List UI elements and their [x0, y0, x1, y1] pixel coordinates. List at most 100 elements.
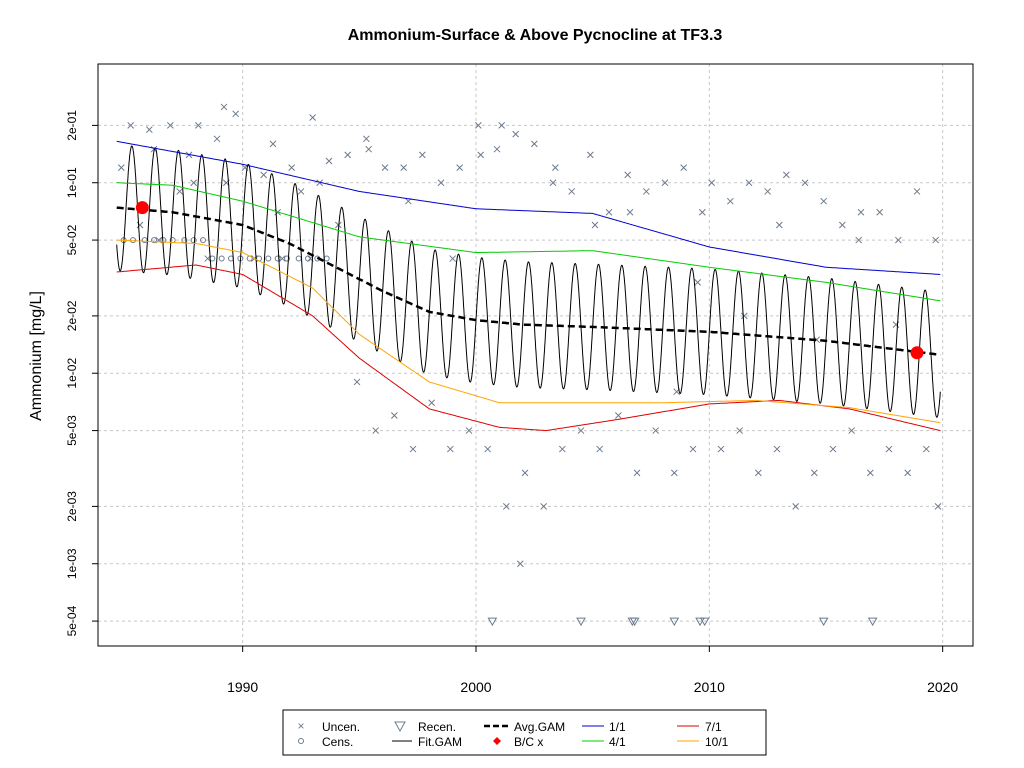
grid-lines [98, 64, 973, 646]
uncensored-point [540, 503, 548, 510]
censored-point [274, 255, 281, 262]
censored-point [151, 237, 157, 244]
recensored-point [867, 617, 878, 627]
fit-gam-line [116, 145, 941, 418]
x-tick-label: 2020 [927, 679, 958, 695]
uncensored-point [596, 445, 604, 453]
uncensored-point [652, 427, 660, 434]
fit-gam-line [116, 145, 941, 418]
uncensored-point [334, 221, 342, 229]
uncensored-point [568, 188, 576, 195]
censored-point [200, 237, 206, 244]
uncensored-point [220, 103, 228, 111]
uncensored-point [269, 140, 277, 148]
bc-point [910, 346, 924, 360]
uncensored-point [365, 145, 373, 153]
uncensored-point [670, 469, 678, 477]
censored-point [323, 255, 330, 262]
uncensored-point [820, 197, 828, 205]
censored-point [305, 255, 311, 262]
series-4-1-line [116, 182, 941, 302]
uncensored-point [278, 255, 286, 262]
uncensored-point [474, 122, 482, 129]
uncensored-point [689, 445, 697, 453]
uncensored-point [932, 236, 940, 244]
uncensored-point [558, 445, 566, 453]
uncensored-point [740, 312, 748, 320]
censored-point [284, 255, 290, 262]
y-axis-label: Ammonium [mg/L] [28, 291, 45, 421]
uncensored-point [605, 208, 613, 216]
censored-point [190, 237, 197, 244]
recensored-point [629, 617, 640, 627]
uncensored-point [136, 221, 144, 229]
uncensored-point [904, 469, 912, 477]
x-tick-label: 2000 [460, 679, 491, 695]
uncensored-point [213, 135, 221, 143]
legend-bc-label: B/C x [514, 735, 543, 749]
uncensored-point [353, 378, 361, 386]
censored-point [265, 255, 272, 262]
legend-recen-label: Recen. [418, 720, 456, 734]
uncensored-point [145, 126, 153, 133]
uncensored-point [694, 278, 702, 286]
uncensored-point [775, 221, 783, 229]
uncensored-point [792, 503, 800, 510]
uncensored-point [127, 122, 135, 129]
uncensored-point [521, 469, 529, 477]
uncensored-point [446, 445, 454, 453]
uncensored-point [782, 171, 790, 179]
uncensored-point [922, 445, 930, 453]
uncensored-point [400, 164, 408, 172]
legend-fitgam-label: Fit.GAM [418, 735, 462, 749]
y-tick-label: 1e-03 [65, 548, 79, 579]
uncensored-point [745, 179, 753, 187]
uncensored-point [390, 412, 398, 419]
recensored-point [669, 617, 680, 627]
recensored-point [695, 617, 705, 627]
x-axis-ticks: 1990 2000 2010 2020 [227, 646, 958, 695]
uncensored-point [194, 122, 202, 129]
uncensored-point [117, 164, 125, 172]
legend-4-1-label: 4/1 [609, 735, 626, 749]
uncensored-point [633, 469, 641, 477]
legend-10-1-label: 10/1 [705, 735, 729, 749]
uncensored-point [437, 179, 445, 187]
uncensored-point [530, 140, 538, 148]
uncensored-point [726, 197, 734, 205]
legend-cens-symbol [298, 738, 304, 744]
recensored-point [699, 617, 710, 627]
uncensored-point [736, 427, 744, 434]
legend-bc-symbol [493, 737, 501, 745]
uncensored-point [465, 427, 473, 434]
uncensored-point [418, 151, 426, 159]
legend: × Uncen. Cens. Recen. Fit.GAM Avg.GAM B/… [282, 709, 767, 756]
uncensored-point [838, 221, 846, 229]
uncensored-point [325, 157, 333, 165]
y-tick-label: 5e-02 [65, 224, 79, 255]
uncensored-point [512, 130, 520, 138]
uncensored-point [260, 171, 268, 179]
uncensored-point [344, 151, 352, 159]
uncensored-point [624, 171, 632, 179]
uncensored-point [829, 445, 837, 453]
y-tick-label: 1e-02 [65, 358, 79, 389]
recensored-point [576, 617, 586, 627]
y-axis-ticks: 2e-01 1e-01 5e-02 2e-02 1e-02 5e-03 2e-03 1e-03… [65, 110, 98, 636]
uncensored-point [913, 188, 921, 195]
legend-cens-label: Cens. [322, 735, 353, 749]
uncensored-point [456, 164, 464, 172]
uncensored-point [190, 179, 198, 187]
uncensored-point [372, 427, 380, 434]
chart-title: Ammonium-Surface & Above Pycnocline at T… [348, 27, 723, 44]
legend-7-1-label: 7/1 [705, 720, 722, 734]
uncensored-point [708, 179, 716, 187]
y-tick-label: 1e-01 [65, 167, 79, 198]
uncensored-point [381, 164, 389, 172]
uncensored-point [493, 145, 501, 153]
uncensored-point [885, 445, 893, 453]
y-tick-label: 2e-02 [65, 300, 79, 331]
y-tick-label: 5e-04 [65, 605, 79, 636]
series-7-1-line [116, 264, 941, 432]
